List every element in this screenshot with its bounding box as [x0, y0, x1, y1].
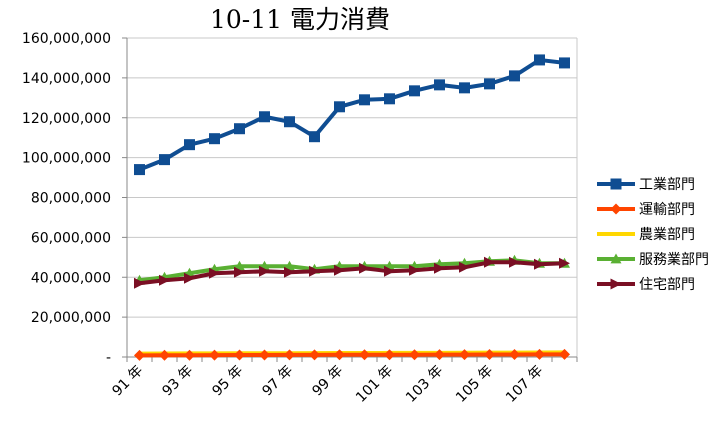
data-point: [384, 265, 395, 277]
data-point: [309, 131, 320, 143]
data-point: [159, 349, 170, 361]
data-point: [309, 265, 320, 277]
series-lines: [134, 54, 570, 361]
legend-label: 運輸部門: [639, 202, 695, 218]
data-point: [134, 277, 145, 289]
data-point: [334, 101, 345, 113]
data-point: [434, 349, 445, 361]
x-tick-label: 99 年: [309, 363, 346, 400]
data-point: [159, 274, 170, 286]
series-1: [134, 348, 570, 361]
data-point: [284, 266, 295, 278]
data-point: [209, 133, 220, 145]
chart-title: 10-11 電力消費: [210, 5, 390, 34]
data-point: [359, 349, 370, 361]
legend-label: 服務業部門: [639, 252, 709, 268]
data-point: [159, 154, 170, 166]
data-point: [234, 266, 245, 278]
legend-label: 農業部門: [639, 227, 695, 243]
data-point: [359, 94, 370, 106]
data-point: [134, 349, 145, 361]
data-point: [559, 348, 570, 360]
data-point: [434, 79, 445, 91]
series-line: [138, 57, 565, 172]
legend-label: 工業部門: [639, 177, 695, 193]
data-point: [459, 349, 470, 361]
data-point: [384, 349, 395, 361]
y-tick-label: 60,000,000: [31, 230, 111, 246]
y-tick-label: 160,000,000: [22, 31, 111, 47]
legend-item: 工業部門: [597, 177, 695, 193]
data-point: [184, 272, 195, 284]
x-tick-label: 105 年: [453, 363, 496, 406]
data-point: [509, 349, 520, 361]
data-point: [459, 261, 470, 273]
data-point: [534, 54, 545, 66]
x-tick-label: 95 年: [209, 363, 246, 400]
x-tick-label: 93 年: [159, 363, 196, 400]
data-point: [409, 264, 420, 276]
x-tick-labels: 91 年 93 年 95 年 97 年 99 年 101 年 103 年 105 年 107 年: [109, 363, 546, 406]
legend-marker: [610, 253, 622, 264]
data-point: [284, 116, 295, 128]
data-point: [509, 70, 520, 82]
legend-item: 服務業部門: [597, 252, 709, 268]
series-4: [134, 256, 570, 289]
data-point: [484, 256, 495, 268]
data-point: [309, 349, 320, 361]
data-point: [259, 111, 270, 123]
data-point: [359, 262, 370, 274]
legend-marker: [610, 178, 622, 190]
x-tick-label: 91 年: [109, 363, 146, 400]
y-tick-labels: - 20,000,000 40,000,000 60,000,000 80,000,00…: [22, 31, 111, 366]
data-point: [434, 262, 445, 274]
legend-label: 住宅部門: [639, 277, 695, 293]
y-tick-label: -: [106, 350, 111, 366]
data-point: [409, 85, 420, 97]
y-tick-label: 20,000,000: [31, 310, 111, 326]
series-line: [139, 352, 565, 358]
data-point: [384, 93, 395, 105]
x-tick-label: 103 年: [403, 363, 446, 406]
data-point: [234, 349, 245, 361]
y-tick-label: 120,000,000: [22, 111, 111, 127]
x-tick-label: 101 年: [353, 363, 396, 406]
y-tick-label: 100,000,000: [22, 151, 111, 167]
data-point: [559, 257, 570, 269]
data-point: [559, 57, 570, 69]
y-tick-label: 40,000,000: [31, 270, 111, 286]
x-tick-label: 97 年: [259, 363, 296, 400]
data-point: [334, 264, 345, 276]
data-point: [234, 123, 245, 135]
series-0: [134, 54, 570, 176]
x-tick-label: 107 年: [503, 363, 546, 406]
data-point: [209, 267, 220, 279]
data-point: [134, 164, 145, 176]
data-point: [259, 265, 270, 277]
legend-item: 運輸部門: [597, 202, 695, 218]
y-tick-label: 80,000,000: [31, 191, 111, 207]
legend-item: 住宅部門: [597, 277, 695, 293]
data-point: [284, 349, 295, 361]
data-point: [534, 258, 545, 270]
data-point: [509, 256, 520, 268]
data-point: [409, 349, 420, 361]
legend-marker: [610, 278, 622, 290]
data-point: [259, 349, 270, 361]
data-point: [184, 349, 195, 361]
legend-item: 農業部門: [597, 227, 695, 243]
axes: [122, 37, 578, 362]
data-point: [459, 82, 470, 94]
data-point: [209, 349, 220, 361]
data-point: [484, 349, 495, 361]
data-point: [484, 78, 495, 90]
data-point: [534, 348, 545, 360]
legend-marker: [610, 203, 622, 215]
data-point: [334, 349, 345, 361]
data-point: [184, 139, 195, 151]
y-tick-label: 140,000,000: [22, 71, 111, 87]
